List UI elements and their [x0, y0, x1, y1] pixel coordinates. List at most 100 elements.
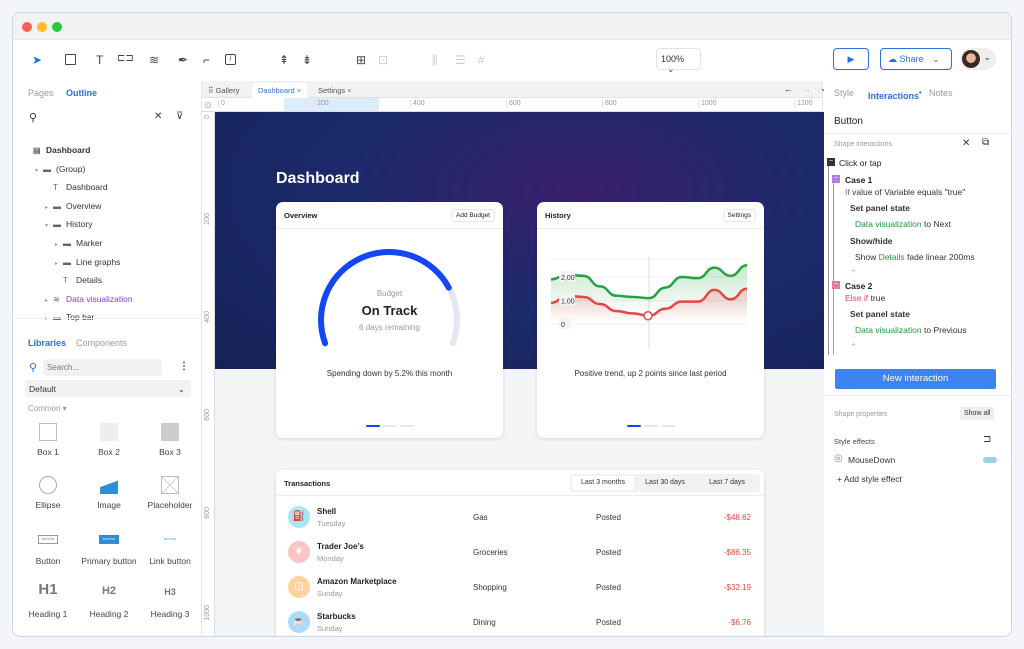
library-select[interactable]: Default ⌄: [25, 380, 191, 397]
pointer-tool-icon[interactable]: ➤: [32, 53, 43, 67]
library-item[interactable]: BUTTON Link button: [140, 528, 200, 566]
tab-dashboard[interactable]: Dashboard ×: [252, 83, 308, 98]
tab-interactions[interactable]: Interactions•: [868, 88, 922, 101]
caret-right-icon[interactable]: ▸: [55, 260, 59, 267]
outline-item[interactable]: ▾ ▬ History: [45, 219, 92, 229]
library-item[interactable]: Placeholder: [140, 475, 200, 510]
caret-right-icon[interactable]: ▸: [45, 316, 49, 323]
action-title[interactable]: Show/hide: [850, 236, 893, 246]
collapse-case-icon[interactable]: −: [832, 281, 840, 289]
tab-libraries[interactable]: Libraries: [28, 338, 67, 348]
library-item[interactable]: BUTTON Button: [18, 528, 78, 566]
case-1-title[interactable]: Case 1: [845, 175, 873, 185]
action-detail[interactable]: Data visualization to Previous: [855, 325, 967, 335]
hotspot-tool-icon[interactable]: /: [225, 54, 236, 65]
outline-item[interactable]: ▸ ▬ Line graphs: [55, 257, 120, 267]
bring-forward-icon[interactable]: ⇞: [279, 53, 290, 67]
add-action-button[interactable]: +: [851, 339, 856, 349]
mousedown-effect[interactable]: MouseDown: [848, 455, 896, 465]
send-backward-icon[interactable]: ⇟: [302, 53, 313, 67]
tab-outline[interactable]: Outline: [66, 88, 97, 98]
collapse-icon[interactable]: ✕: [962, 138, 971, 149]
show-all-button[interactable]: Show all: [960, 407, 995, 420]
preview-button[interactable]: ▶: [833, 48, 869, 70]
zoom-select[interactable]: 100% ⌄: [656, 48, 701, 74]
library-item[interactable]: Box 2: [79, 423, 139, 457]
group-icon[interactable]: ⊞: [356, 53, 367, 67]
back-arrow-icon[interactable]: ←: [784, 84, 793, 94]
close-tab-icon[interactable]: ×: [347, 86, 352, 95]
filter-last-7-days[interactable]: Last 7 days: [709, 479, 745, 486]
transaction-row[interactable]: ◫ Amazon Marketplace Sunday Shopping Pos…: [276, 572, 764, 607]
style-effect-icon[interactable]: ⊐: [983, 434, 992, 445]
library-item[interactable]: H2 Heading 2: [79, 581, 139, 619]
caret-right-icon[interactable]: ▸: [55, 242, 59, 248]
tab-settings[interactable]: Settings ×: [312, 83, 358, 98]
tab-gallery[interactable]: ⠿ Gallery: [208, 86, 240, 95]
action-detail[interactable]: Show Details fade linear 200ms: [855, 252, 975, 262]
tab-style[interactable]: Style: [834, 88, 855, 98]
new-interaction-button[interactable]: New interaction: [835, 369, 996, 389]
library-search-input[interactable]: [43, 359, 162, 376]
open-external-icon[interactable]: ⧉: [982, 137, 990, 148]
transaction-row[interactable]: ☕ Starbucks Sunday Dining Posted -$6.76: [276, 607, 764, 636]
collapse-all-icon[interactable]: ✕: [154, 111, 163, 122]
transaction-row[interactable]: ⛽ Shell Tuesday Gas Posted -$48.62: [276, 502, 764, 537]
add-budget-button[interactable]: Add Budget: [451, 209, 495, 222]
layers-tool-icon[interactable]: ≋: [149, 53, 160, 67]
add-style-effect-button[interactable]: + Add style effect: [837, 474, 902, 484]
section-common[interactable]: Common ▾: [28, 404, 67, 413]
action-title[interactable]: Set panel state: [850, 203, 910, 213]
filter-last-30-days[interactable]: Last 30 days: [645, 479, 685, 486]
caret-down-icon[interactable]: ▾: [35, 167, 39, 174]
close-tab-icon[interactable]: ×: [296, 86, 302, 95]
caret-down-icon[interactable]: ▾: [45, 223, 49, 230]
more-options-icon[interactable]: ⋮: [179, 361, 189, 372]
caret-right-icon[interactable]: ▸: [45, 204, 49, 211]
outline-item[interactable]: T Dashboard: [45, 182, 108, 192]
share-button[interactable]: ☁ Share ⌄: [880, 48, 952, 70]
library-item[interactable]: Box 3: [140, 423, 200, 457]
connector-tool-icon[interactable]: ⌐: [203, 53, 211, 67]
forward-arrow-icon[interactable]: →: [802, 84, 811, 94]
outline-item[interactable]: ▾ ▬ (Group): [35, 164, 85, 174]
action-title[interactable]: Set panel state: [850, 309, 910, 319]
outline-item[interactable]: ▸ ▬ Overview: [45, 201, 101, 211]
input-tool-icon[interactable]: ⊏⊐: [117, 53, 134, 64]
outline-item[interactable]: ▸ ▬ Marker: [55, 238, 102, 248]
carousel-dots[interactable]: [626, 425, 675, 427]
chevron-down-icon[interactable]: ⌄: [820, 83, 828, 94]
settings-button[interactable]: Settings: [722, 209, 756, 222]
carousel-dots[interactable]: [365, 425, 414, 427]
event-click-or-tap[interactable]: Click or tap: [839, 158, 882, 168]
pen-tool-icon[interactable]: ✒: [178, 53, 189, 67]
collapse-event-icon[interactable]: −: [827, 158, 835, 166]
marker-point[interactable]: [643, 311, 653, 321]
add-action-button[interactable]: +: [851, 265, 856, 275]
user-avatar-menu[interactable]: ⌄: [960, 48, 996, 70]
library-item[interactable]: Ellipse: [18, 475, 78, 510]
action-detail[interactable]: Data visualization to Next: [855, 219, 951, 229]
transaction-row[interactable]: ❦ Trader Joe’s Monday Groceries Posted -…: [276, 537, 764, 572]
library-item[interactable]: H1 Heading 1: [18, 581, 78, 619]
outline-item[interactable]: ▸ ▬ Top bar: [45, 312, 94, 322]
text-tool-icon[interactable]: T: [96, 53, 104, 67]
close-window-button[interactable]: [22, 22, 32, 32]
minimize-window-button[interactable]: [37, 22, 47, 32]
library-item[interactable]: Box 1: [18, 423, 78, 457]
caret-right-icon[interactable]: ▸: [45, 297, 49, 304]
case-1-condition[interactable]: If value of Variable equals "true": [845, 187, 965, 197]
effect-color-swatch[interactable]: [983, 457, 997, 463]
filter-last-3-months[interactable]: Last 3 months: [572, 476, 634, 490]
filter-icon[interactable]: ⊽: [176, 111, 184, 122]
library-item[interactable]: Image: [79, 475, 139, 510]
case-2-condition[interactable]: Else if true: [845, 293, 885, 303]
library-item[interactable]: H3 Heading 3: [140, 581, 200, 619]
search-icon[interactable]: ⚲: [29, 112, 38, 124]
outline-item[interactable]: T Details: [55, 275, 102, 285]
collapse-case-icon[interactable]: −: [832, 175, 840, 183]
tab-pages[interactable]: Pages: [28, 88, 54, 98]
outline-item[interactable]: ▸ ≋ Data visualization: [45, 294, 133, 304]
rectangle-tool-icon[interactable]: [65, 54, 76, 65]
tab-components[interactable]: Components: [76, 338, 128, 348]
